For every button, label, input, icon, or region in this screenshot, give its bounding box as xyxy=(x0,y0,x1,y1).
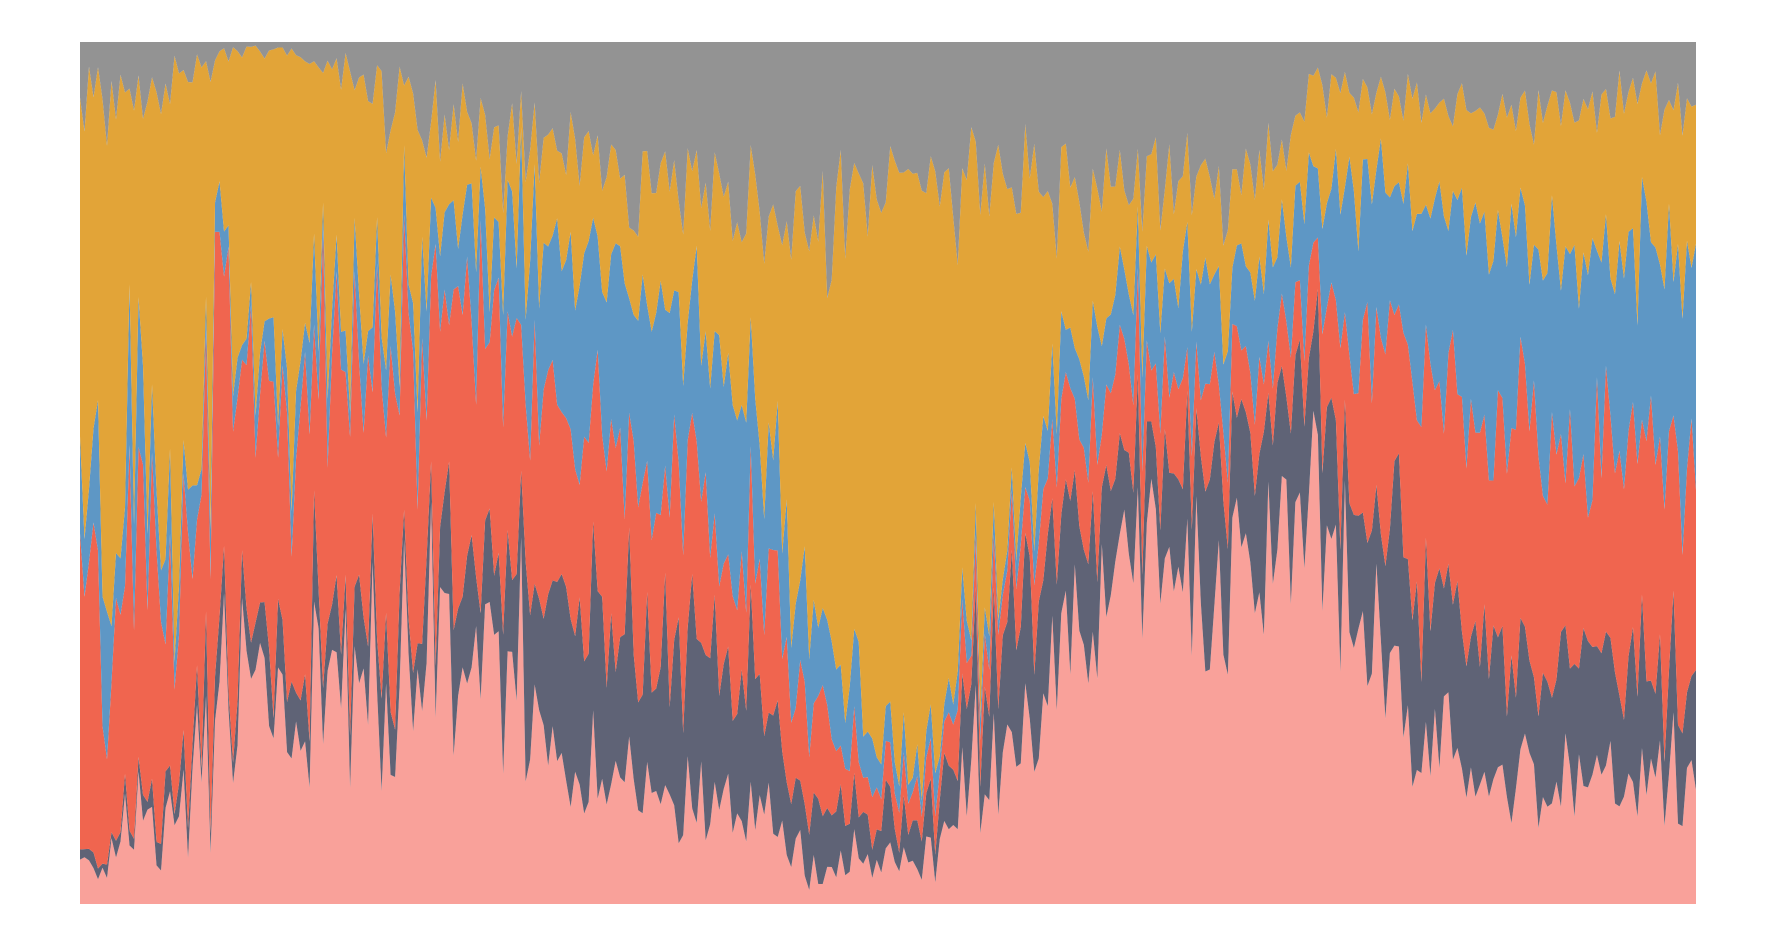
series-layer xyxy=(80,42,1696,904)
series-area-1 xyxy=(80,410,1696,904)
series-area-4 xyxy=(80,127,1696,817)
series-area-2 xyxy=(80,289,1696,890)
series-area-6 xyxy=(80,42,1696,299)
series-area-5 xyxy=(80,45,1696,801)
series-area-3 xyxy=(80,214,1696,869)
